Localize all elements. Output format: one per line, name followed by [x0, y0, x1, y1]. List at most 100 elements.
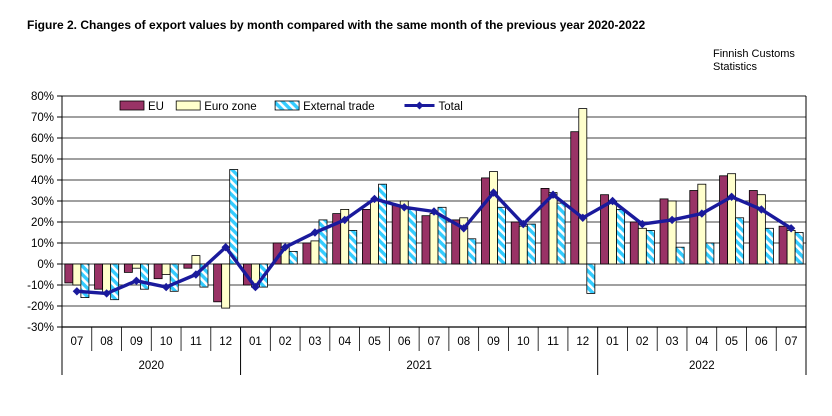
bar-eu	[719, 175, 728, 265]
total-marker	[667, 215, 677, 225]
bar-euro-zone	[578, 108, 588, 265]
bar-external-trade	[556, 202, 566, 265]
bar-eu	[778, 225, 788, 265]
legend-marker-total	[415, 101, 424, 110]
total-marker	[281, 243, 290, 252]
total-marker	[310, 228, 320, 237]
month-label: 05	[368, 336, 381, 348]
total-marker	[697, 209, 707, 218]
month-label: 04	[695, 336, 708, 348]
bar-external-trade	[675, 246, 685, 265]
bar-euro-zone	[221, 263, 231, 309]
bar-external-trade	[526, 223, 536, 265]
bar-euro-zone	[518, 225, 528, 265]
y-axis-label: 80%	[31, 91, 54, 103]
bar-euro-zone	[72, 263, 82, 286]
y-axis-label: -30%	[27, 322, 54, 334]
bar-external-trade	[467, 238, 477, 265]
month-label: 03	[666, 336, 679, 348]
legend-label: Total	[439, 101, 463, 113]
bar-eu	[362, 209, 371, 265]
y-axis-label: 40%	[31, 175, 54, 187]
bar-euro-zone	[429, 213, 439, 265]
legend-item-external-trade: External trade	[274, 100, 375, 113]
total-marker	[638, 219, 647, 229]
year-label: 2020	[138, 360, 164, 372]
month-label: 02	[279, 336, 292, 348]
total-marker	[72, 287, 82, 296]
total-marker	[727, 192, 736, 201]
bar-external-trade	[705, 242, 715, 265]
bar-eu	[183, 263, 193, 269]
total-marker	[608, 196, 617, 206]
bar-external-trade	[437, 206, 447, 265]
bar-external-trade	[80, 263, 90, 298]
total-marker	[340, 215, 349, 225]
y-axis-label: 30%	[31, 196, 54, 208]
legend-label: Euro zone	[204, 101, 256, 113]
month-label: 07	[70, 336, 83, 348]
month-label: 11	[190, 336, 202, 348]
legend-item-eu: EU	[119, 100, 164, 113]
month-label: 02	[636, 336, 649, 348]
total-marker	[221, 243, 230, 252]
month-label: 09	[487, 336, 500, 348]
legend-item-total: Total	[404, 101, 463, 113]
y-axis-label: 60%	[31, 133, 54, 145]
bar-eu	[689, 190, 699, 265]
month-label: 10	[160, 336, 173, 348]
bar-external-trade	[110, 263, 120, 301]
bar-eu	[153, 263, 163, 280]
year-label: 2021	[406, 360, 432, 372]
month-label: 08	[100, 336, 113, 348]
bar-external-trade	[288, 250, 298, 265]
total-marker	[132, 276, 141, 285]
bar-external-trade	[318, 219, 328, 265]
bar-external-trade	[407, 209, 417, 265]
bar-eu	[659, 198, 669, 265]
bar-euro-zone	[370, 200, 379, 265]
bar-eu	[570, 131, 580, 265]
legend-label: External trade	[303, 101, 375, 113]
bar-external-trade	[645, 229, 655, 265]
figure-title: Figure 2. Changes of export values by mo…	[27, 18, 646, 32]
bar-euro-zone	[697, 183, 707, 265]
total-marker	[161, 282, 171, 292]
bar-external-trade	[586, 263, 596, 294]
legend-item-euro-zone: Euro zone	[175, 100, 257, 113]
chart-svg: -30% -20% -10% 0% 10% 20% 30% 40% 50% 60% 70% 80% 07…	[27, 91, 807, 375]
bar-external-trade	[348, 229, 358, 265]
bar-eu	[94, 263, 104, 290]
source-label: Finnish Customs Statistics	[713, 48, 795, 74]
month-label: 10	[517, 336, 530, 348]
bar-euro-zone	[548, 192, 558, 265]
bar-euro-zone	[489, 171, 498, 265]
bar-euro-zone	[310, 240, 320, 265]
month-label: 11	[547, 336, 559, 348]
y-axis-label: 10%	[31, 238, 54, 250]
month-label: 12	[576, 336, 589, 348]
bar-euro-zone	[161, 263, 171, 275]
month-label: 04	[338, 336, 351, 348]
bar-euro-zone	[637, 227, 647, 265]
bar-external-trade	[199, 263, 209, 288]
y-axis-label: -10%	[27, 280, 54, 292]
legend-label: EU	[148, 101, 164, 113]
bar-euro-zone	[756, 194, 766, 265]
source-line-2: Statistics	[713, 61, 758, 73]
bar-euro-zone	[786, 229, 796, 265]
month-label: 12	[219, 336, 232, 348]
month-label: 08	[457, 336, 470, 348]
bar-euro-zone	[608, 200, 617, 265]
legend-swatch-euro-zone	[175, 100, 201, 111]
total-marker	[578, 213, 587, 222]
y-axis-label: 50%	[31, 154, 54, 166]
y-axis-label: -20%	[27, 301, 54, 313]
bar-external-trade	[229, 169, 239, 265]
bar-eu	[391, 204, 401, 265]
month-label: 01	[249, 336, 262, 348]
bar-euro-zone	[102, 263, 112, 294]
bar-euro-zone	[727, 173, 737, 265]
source-line-1: Finnish Customs	[713, 48, 795, 60]
